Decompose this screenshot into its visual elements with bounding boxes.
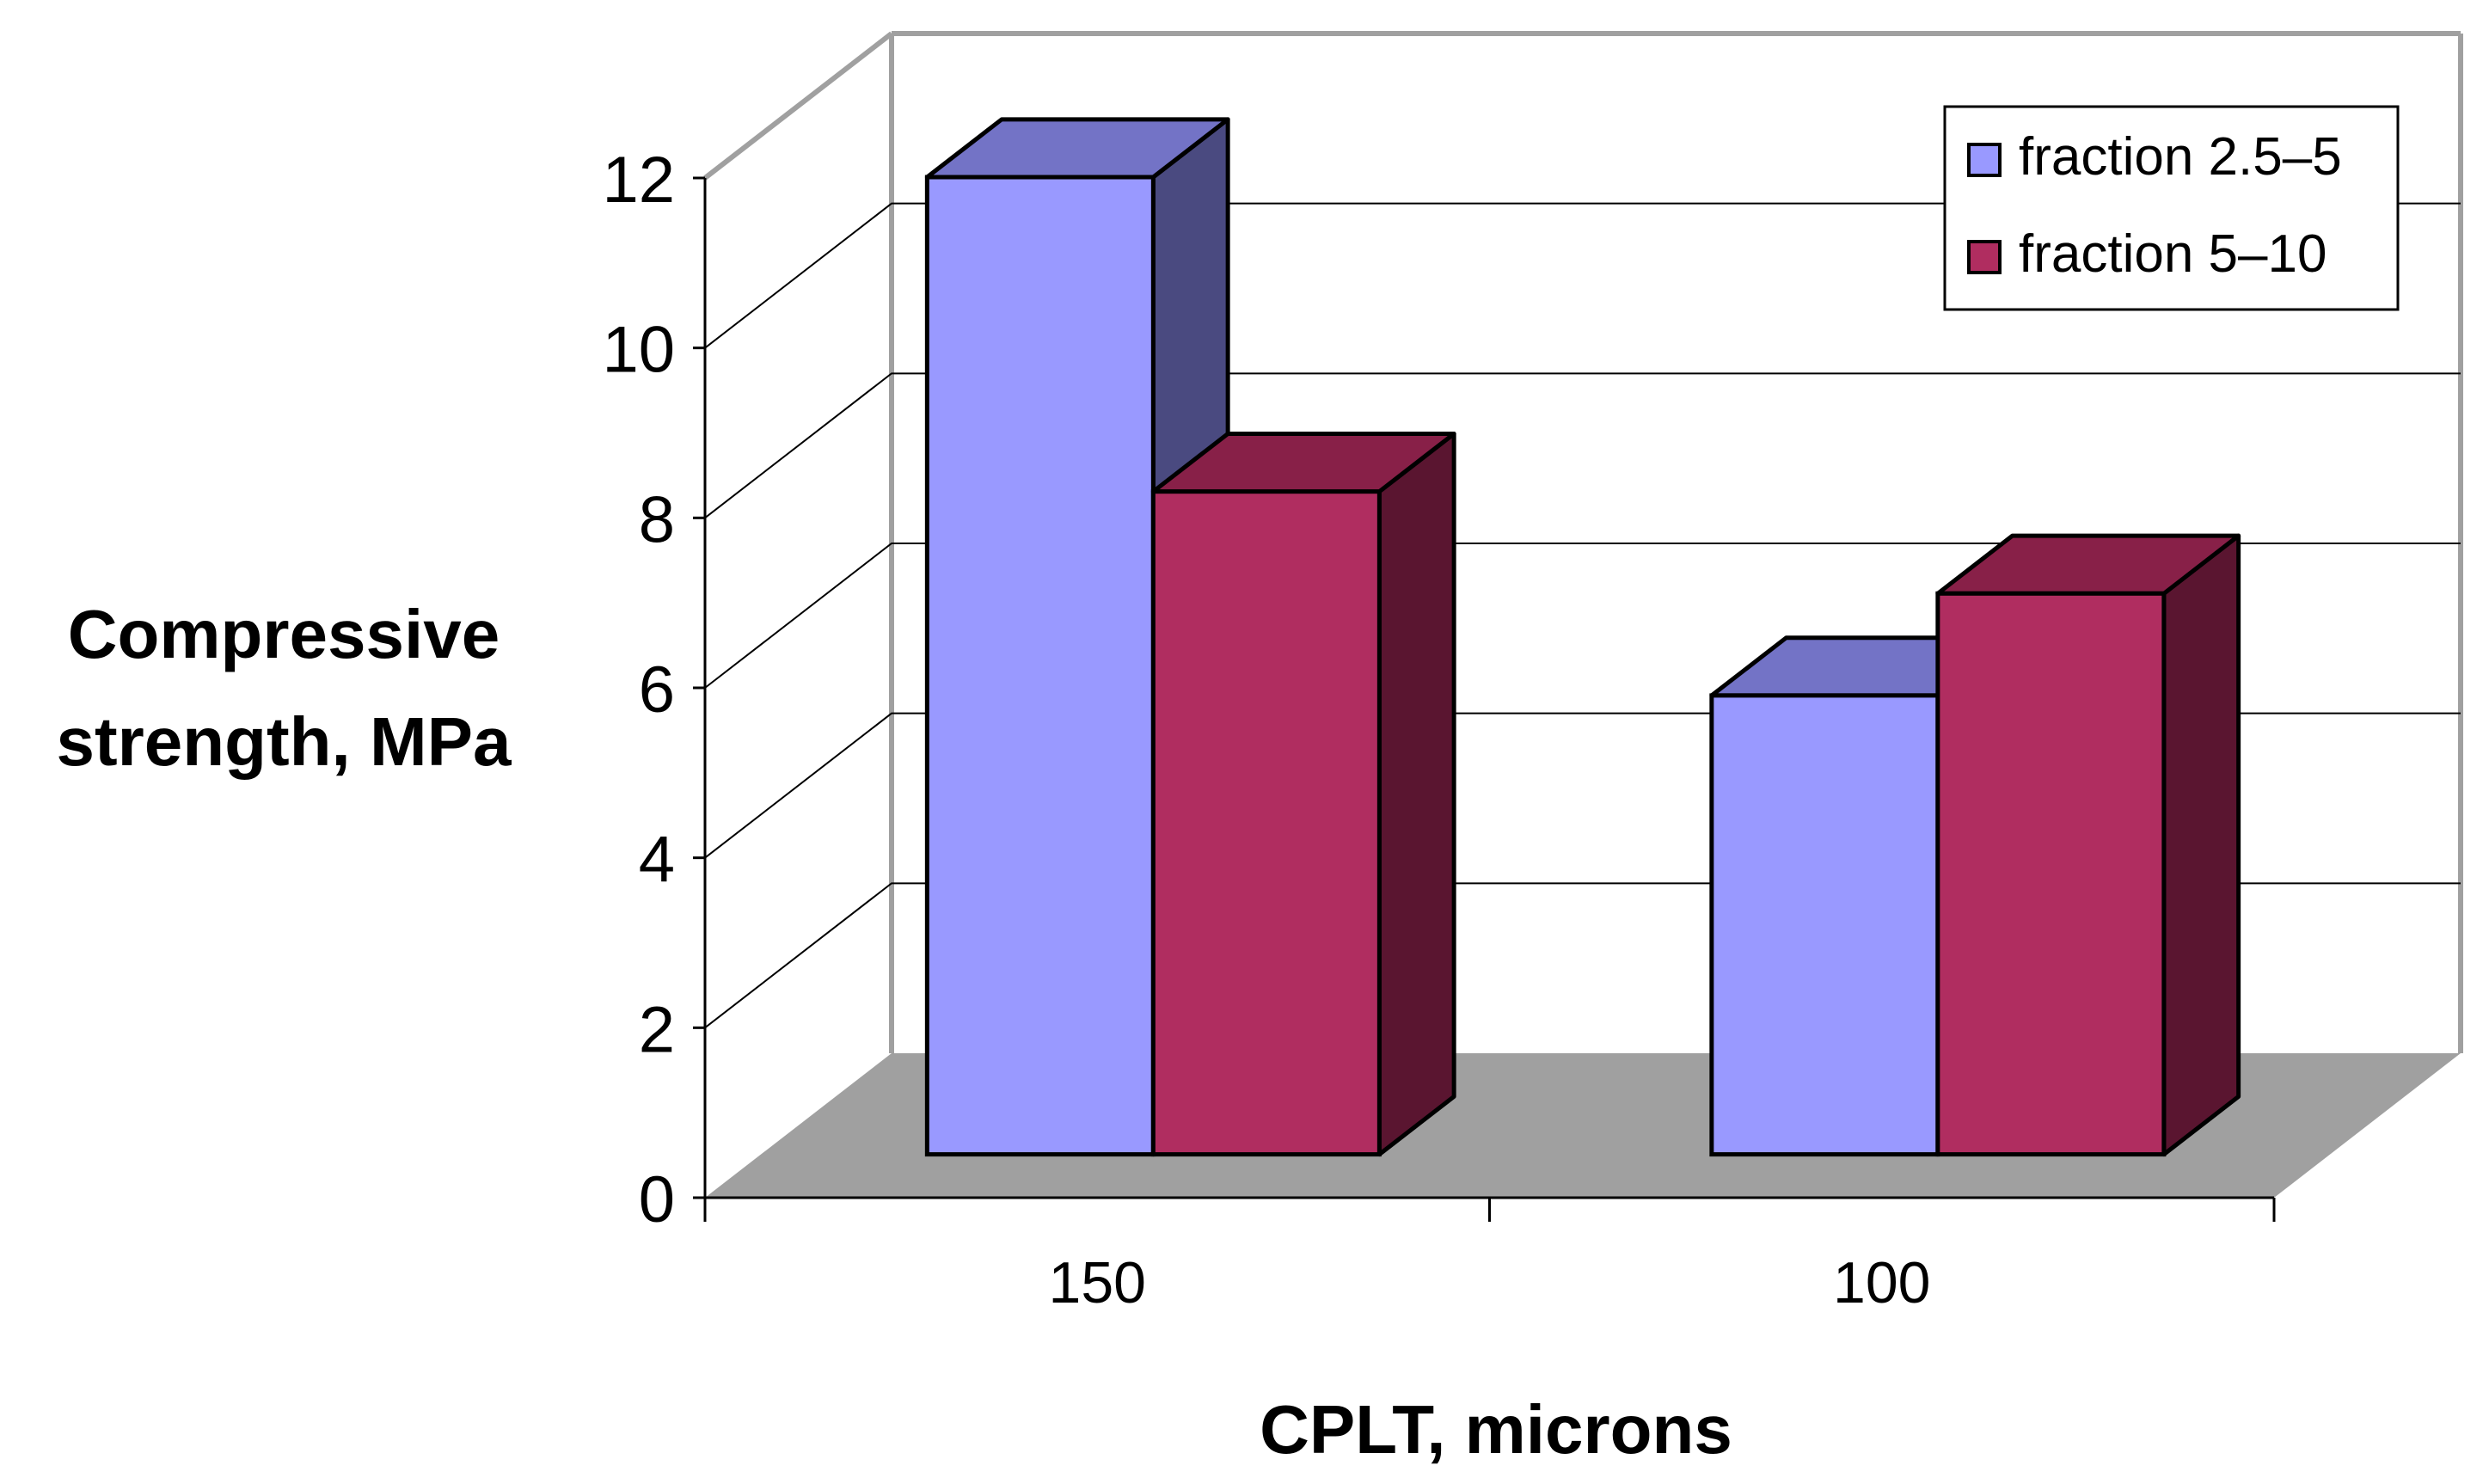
bar-side-face: [2161, 533, 2241, 1157]
y-tick-label-12: 12: [602, 144, 675, 217]
y-tick-label-8: 8: [639, 483, 675, 556]
x-tick-label-100: 100: [1833, 1250, 1930, 1315]
bar-fraction-5-10-150: [1150, 432, 1456, 1157]
x-axis-title: CPLT, microns: [1260, 1391, 1732, 1468]
x-tick-label-150: 150: [1049, 1250, 1146, 1315]
legend-swatch-fraction-5-10: [1967, 240, 2002, 274]
legend-label-fraction-5-10: fraction 5–10: [2019, 224, 2327, 284]
gridline-8: [704, 372, 2461, 519]
y-tick-label-0: 0: [639, 1163, 675, 1236]
legend: fraction 2.5–5 fraction 5–10: [1943, 105, 2400, 311]
y-axis-title-line-1: Compressive: [68, 596, 500, 672]
legend-label-fraction-2-5-5: fraction 2.5–5: [2019, 127, 2342, 187]
bar-front-face: [924, 175, 1156, 1157]
bar-front-face: [1150, 489, 1382, 1157]
y-tick-label-6: 6: [639, 653, 675, 727]
y-tick-label-2: 2: [639, 993, 675, 1066]
gridline-6: [704, 543, 2461, 689]
bar-front-face: [1709, 693, 1940, 1157]
axes: [693, 176, 2276, 1222]
side-wall-top-edge: [703, 31, 893, 181]
bars: [924, 117, 2241, 1157]
bar-fraction-5-10-100: [1935, 533, 2241, 1157]
y-axis-title-line-2: strength, MPa: [57, 703, 512, 780]
x-tick-labels: 150 100: [1049, 1250, 1931, 1315]
y-tick-label-4: 4: [639, 824, 675, 897]
gridline-10: [704, 202, 2461, 349]
bar-side-face: [1376, 432, 1456, 1157]
y-tick-label-10: 10: [602, 314, 675, 387]
legend-swatch-fraction-2-5-5: [1967, 143, 2002, 177]
bar-front-face: [1935, 591, 2167, 1157]
legend-box: [1943, 105, 2400, 311]
y-tick-labels: 0 2 4 6 8 10 12: [602, 144, 675, 1236]
